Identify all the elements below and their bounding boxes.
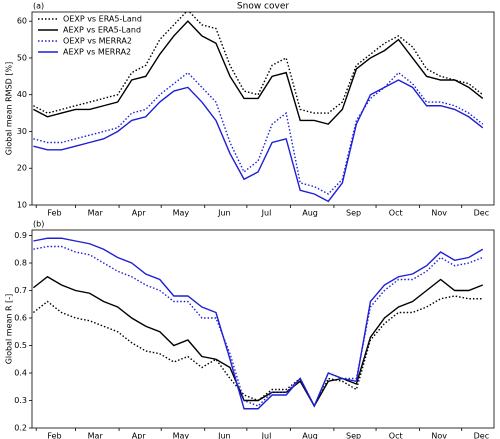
series-line [32, 295, 483, 408]
legend-label: AEXP vs MERRA2 [63, 48, 131, 57]
y-tick-label: 40 [17, 90, 27, 99]
legend-label: OEXP vs MERRA2 [63, 37, 132, 46]
series-line [32, 275, 484, 408]
series-line [33, 20, 484, 125]
plot-frame [31, 229, 495, 429]
legend-label: OEXP vs ERA5-Land [63, 15, 142, 24]
x-tick-label: Sep [346, 209, 361, 218]
x-tick-label: May [173, 209, 190, 218]
x-tick-label: Oct [389, 432, 403, 439]
x-tick-label: Apr [132, 209, 147, 218]
y-tick-label: 0.2 [14, 424, 27, 433]
x-tick-label: Dec [474, 432, 489, 439]
x-tick-label: May [173, 432, 190, 439]
panel-label: (a) [33, 2, 44, 11]
series-line [33, 237, 484, 410]
x-tick-label: Oct [389, 209, 403, 218]
series-line [33, 245, 484, 408]
y-tick-label: 0.4 [14, 369, 27, 378]
chart-title: Snow cover [237, 2, 289, 12]
legend-label: AEXP vs ERA5-Land [63, 26, 141, 35]
x-tick-label: Apr [132, 432, 147, 439]
x-tick-label: Sep [346, 432, 361, 439]
series-line [33, 71, 484, 195]
y-tick-label: 0.8 [14, 259, 27, 268]
y-axis-label: Global mean RMSD [%] [5, 62, 14, 155]
y-tick-label: 0.9 [14, 231, 27, 240]
y-tick-label: 0.7 [14, 286, 27, 295]
x-tick-label: Nov [431, 209, 447, 218]
y-tick-label: 0.6 [14, 314, 27, 323]
x-tick-label: Feb [47, 432, 61, 439]
panel-label: (b) [33, 220, 44, 229]
y-axis-label: Global mean R [-] [5, 294, 14, 365]
x-tick-label: Nov [431, 432, 447, 439]
plot-frame [31, 11, 495, 206]
x-tick-label: Jul [261, 432, 272, 439]
x-tick-label: Jul [261, 209, 272, 218]
series-line [33, 79, 484, 203]
x-tick-label: Dec [474, 209, 489, 218]
y-tick-label: 0.5 [14, 341, 27, 350]
x-tick-label: Aug [302, 209, 318, 218]
x-tick-label: Mar [88, 432, 104, 439]
x-tick-label: Feb [47, 209, 61, 218]
x-tick-label: Mar [88, 209, 104, 218]
y-tick-label: 60 [17, 17, 27, 26]
x-tick-label: Jun [217, 209, 231, 218]
x-tick-label: Jun [217, 432, 231, 439]
y-tick-label: 10 [17, 201, 27, 210]
y-tick-label: 30 [17, 127, 27, 136]
y-tick-label: 50 [17, 53, 27, 62]
y-tick-label: 0.3 [14, 396, 27, 405]
x-tick-label: Aug [302, 432, 318, 439]
y-tick-label: 20 [17, 164, 27, 173]
